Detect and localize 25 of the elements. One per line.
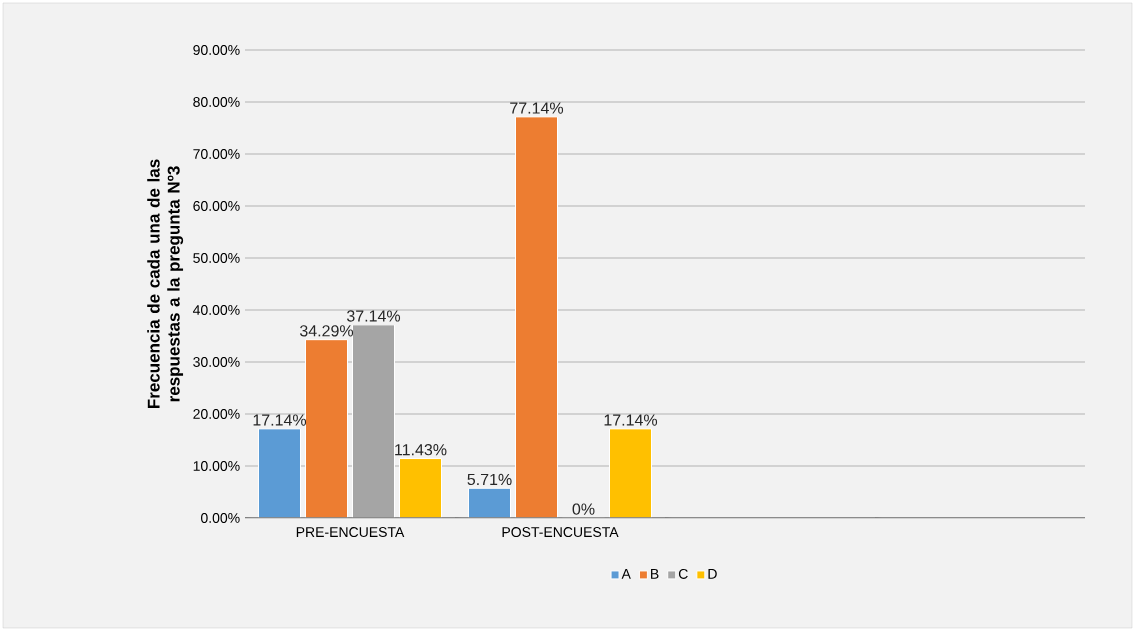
data-label: 77.14%: [510, 102, 564, 114]
y-tick-label: 70.00%: [193, 149, 240, 159]
y-tick-label: 40.00%: [192, 305, 240, 315]
data-label: 11.43%: [395, 444, 447, 456]
data-label: 37.14%: [346, 310, 401, 322]
y-tick-label: 60.00%: [193, 201, 240, 211]
legend-label: A: [621, 569, 631, 579]
y-tick-label: 30.00%: [193, 357, 240, 367]
y-tick-label: 10.00%: [193, 461, 240, 471]
data-label: 0%: [572, 503, 595, 515]
y-tick-label: 50.00%: [193, 253, 240, 263]
legend-label: D: [708, 569, 717, 579]
data-label: 17.14%: [253, 414, 307, 426]
data-label: 34.29%: [299, 325, 354, 337]
legend-label: C: [678, 568, 688, 579]
y-axis-title: Frecuencia de cada una de las respuestas a la pregunta Nº3: [147, 159, 184, 409]
y-tick-label: 20.00%: [193, 409, 240, 419]
y-tick-label: 80.00%: [193, 97, 240, 107]
x-tick-label: PRE-ENCUESTA: [296, 527, 405, 538]
y-tick-label: 0.00%: [200, 513, 240, 523]
data-label: 17.14%: [604, 414, 658, 426]
x-tick-label: POST-ENCUESTA: [502, 527, 619, 538]
legend-label: B: [651, 569, 659, 579]
data-label: 5.71%: [467, 473, 512, 486]
y-tick-label: 90.00%: [193, 45, 240, 55]
